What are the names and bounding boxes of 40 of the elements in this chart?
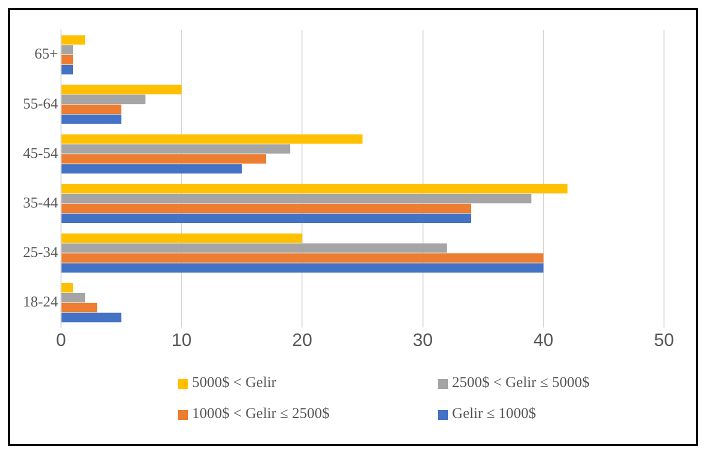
bar	[61, 283, 74, 292]
bar	[61, 104, 122, 114]
bar	[61, 263, 544, 273]
x-tick-label: 0	[56, 330, 66, 350]
legend-label: Gelir ≤ 1000$	[452, 406, 536, 423]
bar	[61, 214, 472, 224]
x-tick-label: 20	[292, 330, 312, 350]
y-tick-label: 18-24	[22, 294, 58, 311]
bar	[61, 35, 86, 45]
y-tick-label: 65+	[34, 46, 58, 63]
bar	[61, 233, 302, 243]
legend-label: 5000$ < Gelir	[192, 375, 276, 392]
bar	[61, 164, 242, 174]
bar	[61, 253, 544, 263]
bar	[61, 194, 532, 204]
bar	[61, 64, 74, 74]
bar	[61, 144, 290, 154]
bar	[61, 312, 122, 322]
bar	[61, 84, 182, 94]
bar	[61, 114, 122, 124]
x-tick-label: 40	[533, 330, 554, 350]
x-tick-label: 10	[172, 330, 192, 350]
x-tick-label: 30	[412, 330, 433, 350]
bar	[61, 243, 447, 253]
x-tick-label: 50	[654, 330, 674, 350]
bar	[61, 94, 146, 104]
bar	[61, 204, 472, 214]
y-tick-label: 45-54	[22, 146, 58, 162]
legend-label: 1000$ < Gelir ≤ 2500$	[192, 406, 330, 423]
bar	[61, 45, 74, 55]
legend-label: 2500$ < Gelir ≤ 5000$	[452, 375, 590, 392]
y-tick-label: 55-64	[22, 96, 58, 112]
y-tick-label: 25-34	[22, 244, 58, 261]
bar	[61, 302, 98, 312]
bar	[61, 154, 266, 164]
bar	[61, 134, 362, 144]
bar	[61, 184, 568, 194]
y-tick-label: 35-44	[22, 195, 58, 212]
bar	[61, 55, 74, 64]
bar	[61, 292, 86, 302]
